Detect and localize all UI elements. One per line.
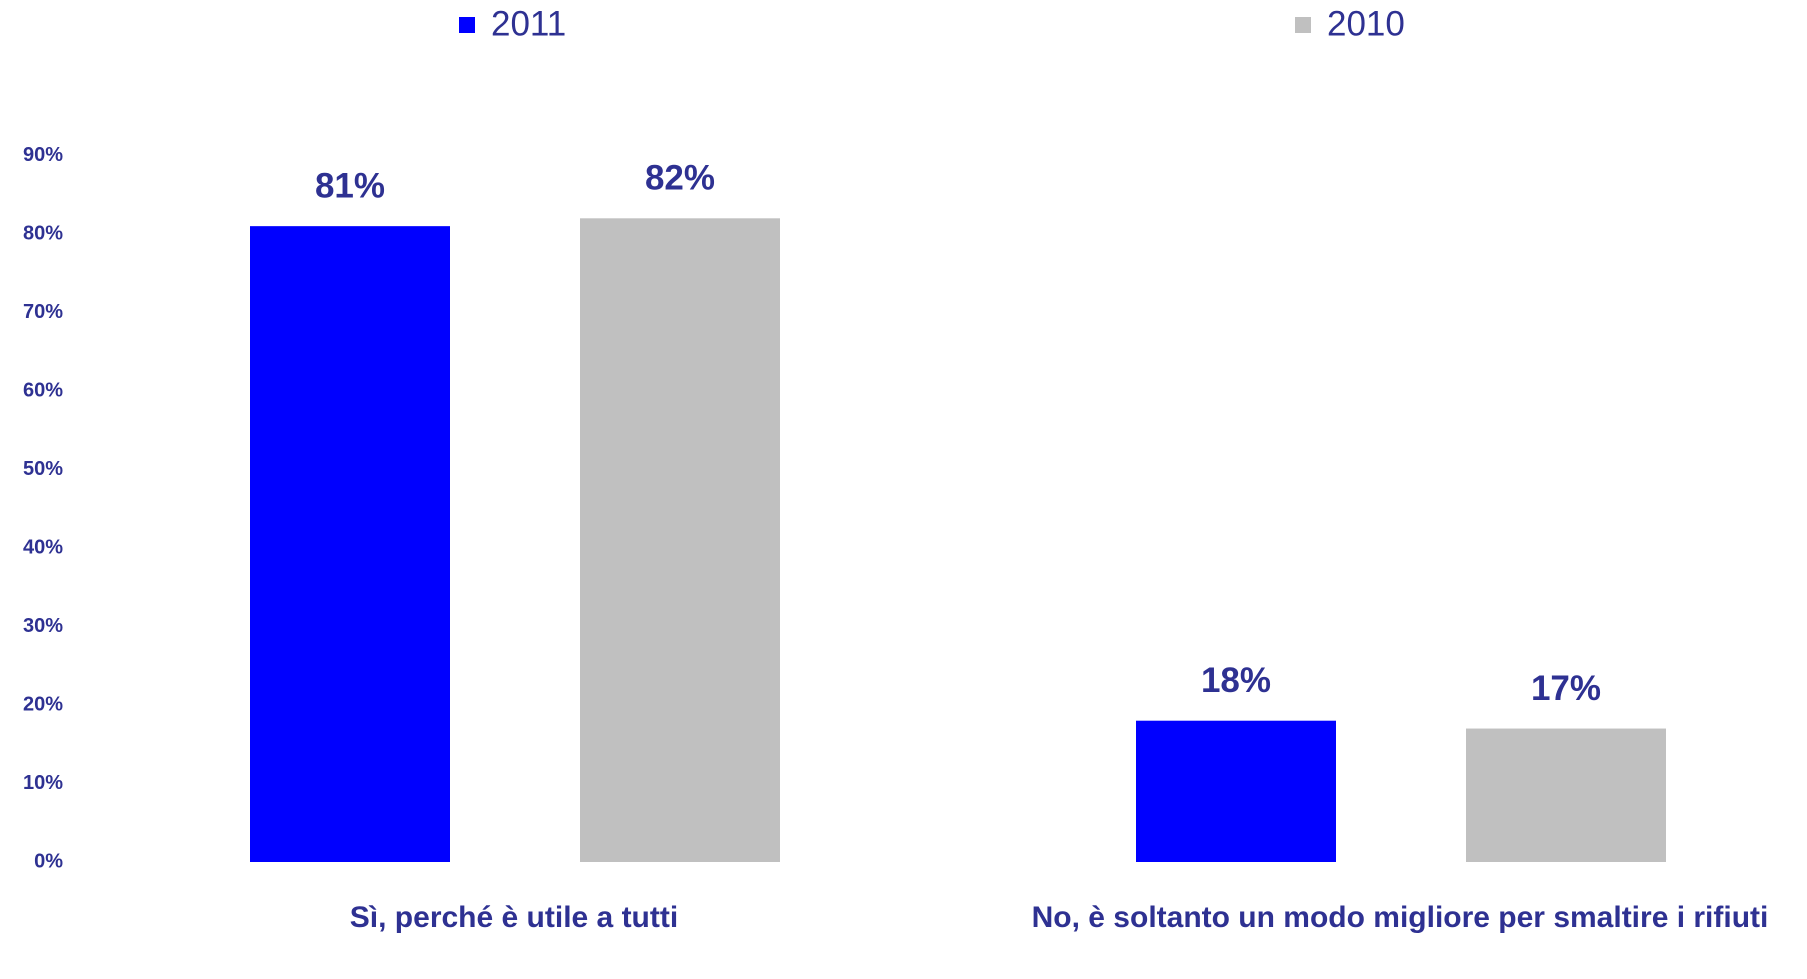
- y-tick-label: 60%: [23, 379, 63, 401]
- y-tick-label: 20%: [23, 693, 63, 715]
- bar: [250, 226, 450, 862]
- value-label: 17%: [1531, 669, 1601, 708]
- x-tick-label: No, è soltanto un modo migliore per smal…: [1031, 901, 1769, 934]
- bar: [1466, 728, 1666, 862]
- y-tick-label: 30%: [23, 615, 63, 637]
- x-tick-label-box: Sì, perché è utile a tutti: [349, 901, 679, 934]
- legend-label: 2010: [1327, 4, 1405, 43]
- y-tick-label: 80%: [23, 222, 63, 244]
- value-label: 18%: [1201, 661, 1271, 700]
- x-tick-label: Sì, perché è utile a tutti: [349, 901, 679, 934]
- value-label: 82%: [645, 159, 715, 198]
- x-tick-label-box: No, è soltanto un modo migliore per smal…: [1031, 901, 1769, 934]
- value-label: 81%: [315, 166, 385, 205]
- bar: [1136, 720, 1336, 862]
- y-tick-label: 50%: [23, 458, 63, 480]
- y-tick-label: 90%: [23, 144, 63, 166]
- legend-swatch: [459, 17, 475, 33]
- y-tick-label: 10%: [23, 772, 63, 794]
- y-tick-label: 0%: [34, 850, 63, 872]
- y-tick-label: 70%: [23, 301, 63, 323]
- legend-label: 2011: [491, 4, 566, 43]
- legend-swatch: [1295, 17, 1311, 33]
- bar: [580, 218, 780, 863]
- y-tick-label: 40%: [23, 536, 63, 558]
